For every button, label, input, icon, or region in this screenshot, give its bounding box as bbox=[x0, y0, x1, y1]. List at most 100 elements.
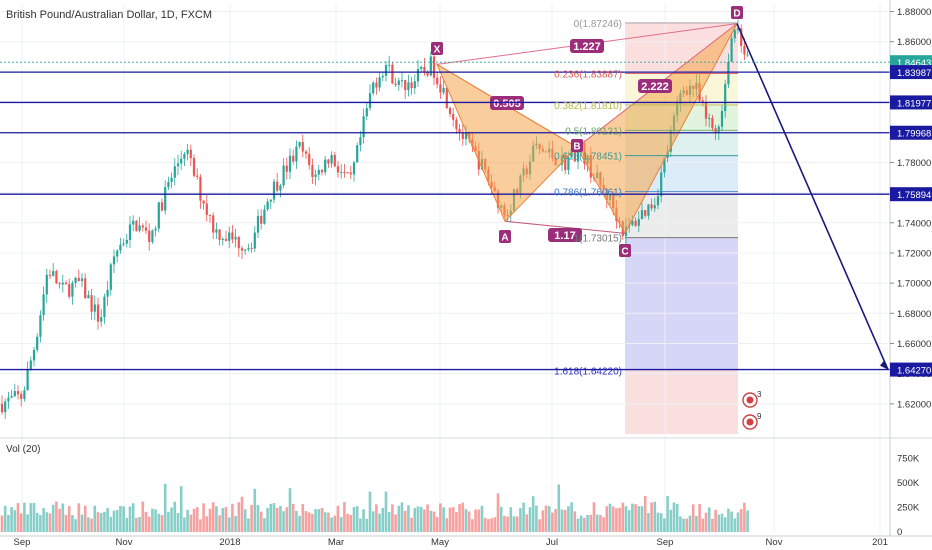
volume-bar bbox=[739, 509, 743, 532]
volume-bar bbox=[10, 507, 13, 532]
volume-bar bbox=[106, 508, 109, 532]
volume-bar bbox=[531, 496, 535, 532]
price-levels bbox=[0, 71, 890, 371]
candle-body bbox=[256, 215, 260, 233]
volume-bar bbox=[13, 510, 17, 532]
volume-bar bbox=[304, 511, 308, 532]
candle-body bbox=[154, 228, 157, 231]
volume-bar bbox=[432, 511, 436, 532]
price-tick-label: 1.86000 bbox=[897, 37, 931, 48]
volume-bar bbox=[61, 503, 65, 532]
candle-body bbox=[144, 227, 148, 231]
time-tick-label: Jul bbox=[546, 537, 558, 548]
candle-body bbox=[212, 215, 215, 233]
volume-bar bbox=[698, 504, 701, 532]
candle-body bbox=[106, 289, 109, 297]
candle-body bbox=[311, 165, 314, 177]
volume-bar bbox=[544, 505, 548, 532]
candle-body bbox=[128, 224, 132, 240]
volume-bar bbox=[637, 506, 641, 532]
volume-bar bbox=[16, 503, 20, 532]
volume-bar bbox=[279, 505, 282, 532]
pattern-point-marker bbox=[731, 6, 743, 19]
candle-body bbox=[743, 46, 746, 55]
volume-bar bbox=[314, 509, 317, 532]
volume-bar bbox=[42, 508, 45, 532]
price-tick-label: 1.62000 bbox=[897, 399, 931, 410]
candle-body bbox=[10, 396, 13, 398]
volume-bar bbox=[7, 514, 10, 532]
pattern-ratio-label: 1.17 bbox=[554, 230, 575, 242]
candle-body bbox=[122, 243, 125, 245]
candle-body bbox=[84, 278, 87, 299]
candle-body bbox=[324, 159, 327, 173]
time-tick-label: 201 bbox=[872, 537, 888, 548]
volume-bar bbox=[167, 512, 170, 532]
volume-bar bbox=[138, 516, 141, 532]
candle-body bbox=[436, 77, 439, 85]
candle-body bbox=[656, 196, 660, 206]
volume-bar bbox=[573, 511, 577, 532]
candle-body bbox=[349, 172, 352, 175]
volume-bar bbox=[301, 504, 305, 532]
candle-body bbox=[276, 181, 279, 191]
candle-body bbox=[644, 210, 647, 216]
candle-body bbox=[96, 304, 100, 322]
volume-bar bbox=[707, 507, 711, 532]
volume-tick-label: 250K bbox=[897, 503, 920, 514]
volume-bar bbox=[343, 502, 346, 532]
volume-bar bbox=[419, 506, 423, 532]
candle-body bbox=[202, 200, 205, 204]
candle-body bbox=[64, 282, 68, 285]
volume-bar bbox=[666, 496, 669, 532]
candle-body bbox=[186, 149, 189, 154]
candle-body bbox=[253, 232, 256, 249]
candle-body bbox=[160, 202, 164, 211]
volume-bar bbox=[743, 502, 746, 532]
volume-bar bbox=[64, 514, 68, 532]
volume-bar bbox=[656, 512, 660, 532]
candle-body bbox=[189, 149, 192, 159]
candle-body bbox=[29, 360, 32, 370]
candle-body bbox=[272, 181, 276, 200]
event-icon-dot bbox=[746, 418, 754, 426]
candle-body bbox=[218, 229, 221, 240]
volume-bar bbox=[522, 502, 525, 532]
volume-bar bbox=[77, 503, 81, 532]
volume-bar bbox=[90, 518, 93, 532]
volume-bar bbox=[675, 503, 679, 532]
volume-bar bbox=[51, 504, 55, 532]
candle-body bbox=[208, 214, 212, 216]
fib-label: 0.786(1.76061) bbox=[554, 188, 622, 199]
volume-bar bbox=[327, 512, 330, 532]
volume-bar bbox=[55, 501, 58, 532]
volume-bar bbox=[525, 514, 529, 532]
candle-body bbox=[116, 250, 119, 257]
volume-bar bbox=[451, 507, 455, 532]
candle-body bbox=[205, 203, 208, 215]
volume-bar bbox=[323, 512, 327, 532]
volume-bar bbox=[256, 505, 260, 532]
volume-bar bbox=[26, 514, 29, 532]
volume-bar bbox=[224, 506, 228, 532]
volume-bar bbox=[672, 502, 676, 532]
candle-body bbox=[704, 101, 708, 119]
volume-bar bbox=[144, 511, 148, 532]
volume-bar bbox=[730, 511, 733, 532]
candle-body bbox=[394, 83, 397, 86]
volume-bar bbox=[151, 508, 154, 532]
volume-bar bbox=[426, 504, 429, 532]
volume-bar bbox=[93, 505, 97, 532]
candle-body bbox=[429, 56, 432, 76]
volume-bar bbox=[618, 507, 621, 532]
volume-bar bbox=[333, 515, 337, 532]
volume-bar bbox=[131, 503, 135, 532]
level-price-tag bbox=[890, 362, 932, 377]
volume-bar bbox=[317, 509, 321, 532]
candle-body bbox=[103, 296, 106, 318]
volume-bar bbox=[567, 506, 570, 532]
pattern-point-marker bbox=[619, 244, 631, 257]
candle-body bbox=[7, 397, 10, 402]
volume-bar bbox=[387, 512, 391, 532]
